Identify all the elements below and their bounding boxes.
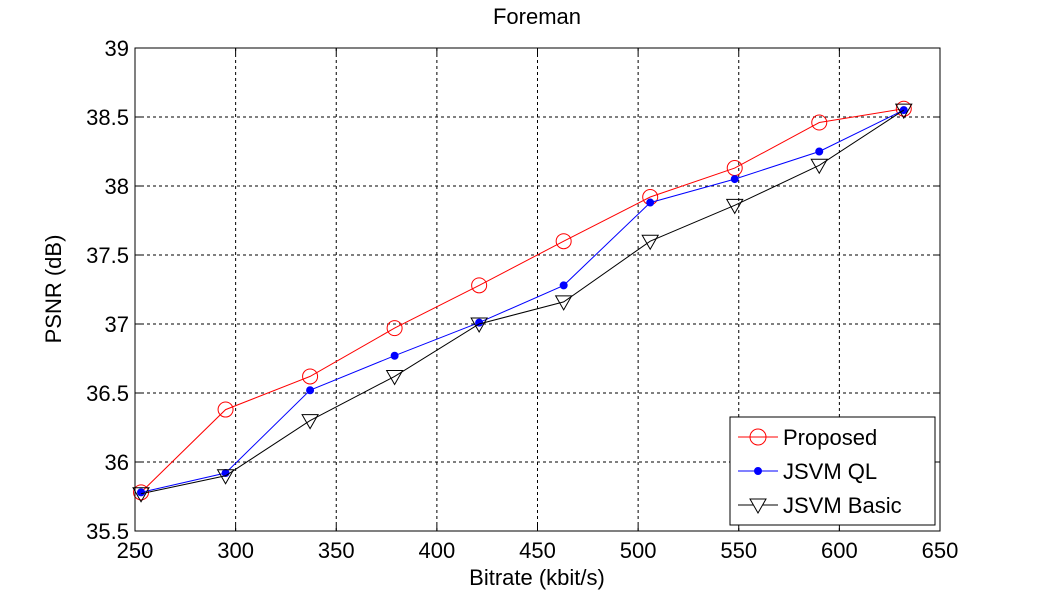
- series-line-jsvm-ql: [140, 109, 905, 493]
- data-point-jsvm-ql: [646, 198, 655, 207]
- series-jsvm-basic: [132, 103, 913, 503]
- x-tick-label: 550: [720, 538, 757, 563]
- series-line-jsvm-basic: [140, 109, 905, 495]
- data-point-proposed: [811, 114, 828, 131]
- data-point-jsvm-basic: [385, 369, 404, 386]
- x-tick-label: 350: [318, 538, 355, 563]
- data-point-jsvm-ql: [390, 351, 399, 360]
- data-point-jsvm-ql: [306, 386, 315, 395]
- data-point-proposed: [302, 368, 319, 385]
- y-tick-label: 39: [105, 36, 129, 61]
- data-point-jsvm-basic: [641, 234, 660, 251]
- y-tick-label: 37.5: [86, 243, 129, 268]
- data-point-proposed: [217, 401, 234, 418]
- legend: Proposed JSVM QL JSVM Basic: [729, 416, 936, 526]
- series-layer: [132, 100, 913, 503]
- data-point-proposed: [386, 320, 403, 337]
- data-point-jsvm-basic: [301, 414, 319, 430]
- data-point-jsvm-ql: [730, 175, 739, 184]
- data-point-proposed: [555, 233, 572, 250]
- data-point-jsvm-ql: [137, 488, 146, 497]
- y-tick-label: 36: [105, 450, 129, 475]
- y-tick-label: 37: [105, 312, 129, 337]
- data-point-jsvm-ql: [815, 147, 824, 156]
- x-tick-label: 250: [117, 538, 154, 563]
- legend-label-proposed: Proposed: [783, 425, 877, 450]
- x-tick-label: 650: [922, 538, 959, 563]
- legend-marker-jsvm-ql: [754, 467, 762, 475]
- axis-ticks: 250 300 350 400 450 500 550 600 650 35.5 36 36.5 37 3…: [86, 36, 958, 563]
- x-axis-label: Bitrate (kbit/s): [469, 565, 605, 590]
- legend-label-jsvm-basic: JSVM Basic: [783, 493, 902, 518]
- data-point-jsvm-basic: [470, 317, 488, 334]
- legend-marker-jsvm-basic: [749, 498, 767, 515]
- legend-label-jsvm-ql: JSVM QL: [783, 459, 877, 484]
- data-point-jsvm-ql: [559, 281, 568, 290]
- data-point-jsvm-basic: [810, 158, 829, 175]
- y-tick-label: 38.5: [86, 105, 129, 130]
- chart-title: Foreman: [493, 4, 581, 29]
- data-point-jsvm-basic: [725, 198, 744, 215]
- x-tick-label: 600: [821, 538, 858, 563]
- data-point-jsvm-basic: [132, 487, 150, 503]
- y-axis-label: PSNR (dB): [41, 235, 66, 344]
- data-point-jsvm-basic: [554, 295, 573, 311]
- y-tick-label: 36.5: [86, 381, 129, 406]
- data-point-proposed: [895, 100, 912, 117]
- data-point-proposed: [471, 277, 488, 294]
- y-tick-label: 35.5: [86, 519, 129, 544]
- series-proposed: [133, 100, 912, 501]
- data-point-jsvm-basic: [894, 103, 913, 120]
- x-tick-label: 400: [419, 538, 456, 563]
- series-line-proposed: [140, 108, 904, 493]
- x-tick-label: 500: [620, 538, 657, 563]
- x-tick-label: 300: [217, 538, 254, 563]
- legend-marker-proposed: [749, 428, 767, 446]
- data-point-jsvm-basic: [216, 469, 235, 485]
- x-tick-label: 450: [519, 538, 556, 563]
- y-tick-label: 38: [105, 174, 129, 199]
